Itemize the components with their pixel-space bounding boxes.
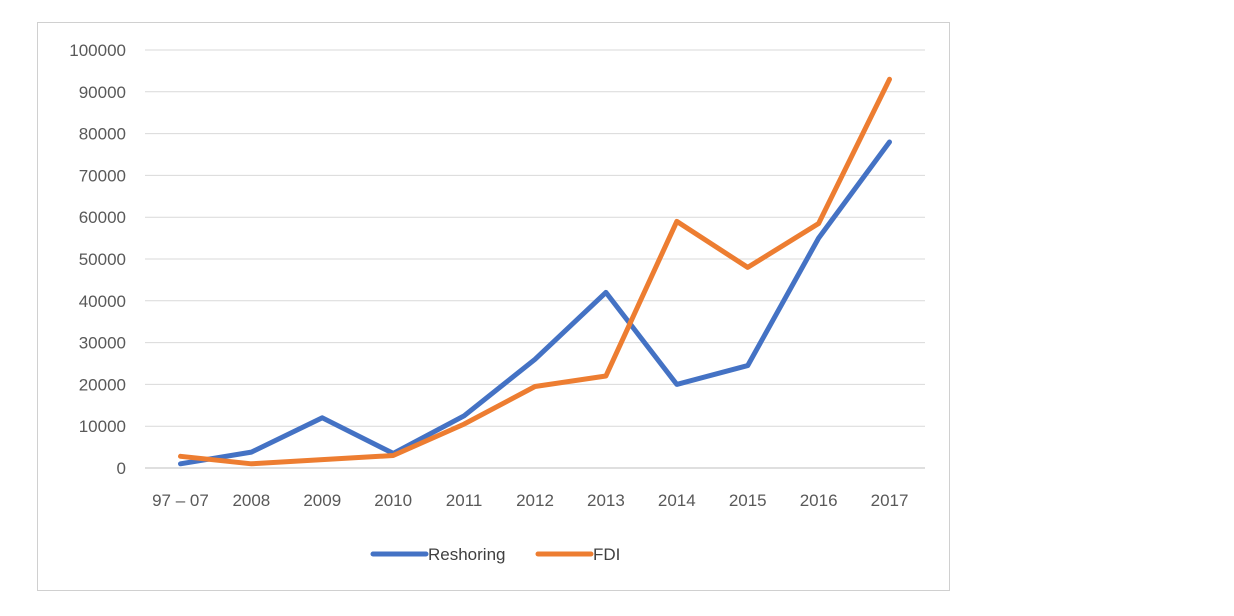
x-tick-label: 2014 bbox=[658, 491, 696, 510]
gridlines bbox=[145, 49, 925, 469]
y-tick-label: 70000 bbox=[79, 166, 126, 185]
y-tick-label: 20000 bbox=[79, 375, 126, 394]
x-tick-label: 2015 bbox=[729, 491, 767, 510]
x-tick-label: 2010 bbox=[374, 491, 412, 510]
y-tick-label: 0 bbox=[117, 459, 126, 478]
y-tick-label: 50000 bbox=[79, 250, 126, 269]
x-tick-label: 2012 bbox=[516, 491, 554, 510]
series-line-fdi bbox=[178, 76, 892, 467]
y-tick-label: 90000 bbox=[79, 83, 126, 102]
line-chart: 0 10000 20000 30000 40000 50000 60000 70000 8000… bbox=[69, 41, 925, 564]
series-line-reshoring bbox=[178, 139, 892, 467]
legend: Reshoring FDI bbox=[370, 545, 620, 564]
legend-label: FDI bbox=[593, 545, 620, 564]
chart-frame: 0 10000 20000 30000 40000 50000 60000 70000 8000… bbox=[37, 22, 950, 591]
y-tick-label: 40000 bbox=[79, 292, 126, 311]
y-tick-label: 30000 bbox=[79, 334, 126, 353]
x-tick-label: 2008 bbox=[232, 491, 270, 510]
x-tick-label: 2013 bbox=[587, 491, 625, 510]
x-tick-label: 2011 bbox=[446, 491, 483, 510]
y-axis-ticks: 0 10000 20000 30000 40000 50000 60000 70000 8000… bbox=[69, 41, 126, 478]
y-tick-label: 10000 bbox=[79, 417, 126, 436]
legend-label: Reshoring bbox=[428, 545, 506, 564]
y-tick-label: 80000 bbox=[79, 125, 126, 144]
x-tick-label: 2017 bbox=[871, 491, 909, 510]
x-axis-ticks: 97 – 07 2008 2009 2010 2011 2012 2013 2014 2015 2… bbox=[152, 491, 908, 510]
series-lines bbox=[178, 76, 892, 467]
x-tick-label: 97 – 07 bbox=[152, 491, 209, 510]
x-tick-label: 2016 bbox=[800, 491, 838, 510]
x-tick-label: 2009 bbox=[303, 491, 341, 510]
y-tick-label: 100000 bbox=[69, 41, 126, 60]
y-tick-label: 60000 bbox=[79, 208, 126, 227]
